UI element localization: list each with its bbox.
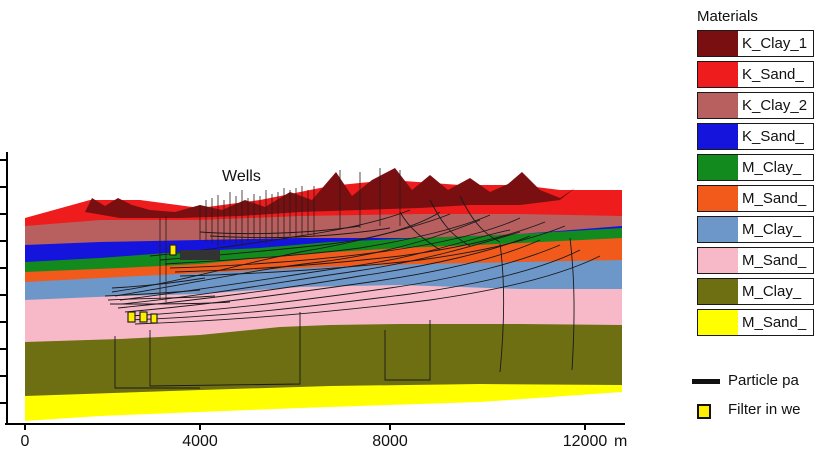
legend-label: K_Sand_: [742, 128, 804, 145]
legend-label: K_Clay_1: [742, 35, 808, 52]
legend-label: K_Clay_2: [742, 97, 808, 114]
legend-swatch: [698, 279, 738, 304]
legend-item-k-clay-1: K_Clay_1: [697, 30, 814, 57]
legend-label: M_Sand_: [742, 252, 807, 269]
layer-k-clay-1: [85, 168, 575, 218]
legend-item-k-clay-2: K_Clay_2: [697, 92, 814, 119]
layer-m-clay-bottom: [25, 322, 622, 396]
filter-key: [697, 404, 711, 419]
legend-swatch: [698, 310, 738, 335]
legend-swatch: [698, 186, 738, 211]
legend-item-m-sand-yellow: M_Sand_: [697, 309, 814, 336]
layer-m-clay-blue: [25, 258, 622, 300]
layer-stack: [25, 168, 622, 421]
x-tick-label: 8000: [372, 433, 408, 450]
x-axis-unit: m: [614, 433, 627, 450]
legend-item-m-sand-pink: M_Sand_: [697, 247, 814, 274]
legend-label: M_Sand_: [742, 190, 807, 207]
particle-path-key: [692, 379, 720, 384]
legend-label: K_Sand_: [742, 66, 804, 83]
legend-swatch: [698, 93, 738, 118]
particle-pathlines: [104, 195, 601, 389]
legend-swatch: [698, 248, 738, 273]
legend-title: Materials: [697, 8, 758, 25]
layer-m-sand-orange: [25, 236, 622, 282]
x-tick-label: 0: [21, 433, 30, 450]
materials-legend: K_Clay_1 K_Sand_ K_Clay_2 K_Sand_ M_Clay…: [697, 30, 814, 340]
layer-m-clay-green: [25, 226, 622, 272]
filter-label: Filter in we: [728, 401, 801, 418]
wells-label: Wells: [222, 168, 261, 185]
legend-swatch: [698, 31, 738, 56]
x-axis: 0 4000 8000 12000 m: [5, 423, 627, 450]
legend-label: M_Clay_: [742, 221, 802, 238]
legend-swatch: [698, 155, 738, 180]
legend-item-k-sand-blue: K_Sand_: [697, 123, 814, 150]
y-axis: [0, 152, 8, 424]
well-filters: [127, 244, 220, 324]
particle-path-label: Particle pa: [728, 372, 799, 389]
layer-k-sand-blue: [25, 224, 622, 262]
legend-label: M_Clay_: [742, 283, 802, 300]
legend-swatch: [698, 124, 738, 149]
well-casings: [159, 168, 401, 302]
legend-item-m-clay-green: M_Clay_: [697, 154, 814, 181]
legend-label: M_Sand_: [742, 314, 807, 331]
x-tick-label: 12000: [563, 433, 608, 450]
legend-item-m-clay-olive: M_Clay_: [697, 278, 814, 305]
legend-item-m-sand-orange: M_Sand_: [697, 185, 814, 212]
legend-item-k-sand-red: K_Sand_: [697, 61, 814, 88]
legend-swatch: [698, 62, 738, 87]
legend-label: M_Clay_: [742, 159, 802, 176]
legend-item-m-clay-blue: M_Clay_: [697, 216, 814, 243]
legend-swatch: [698, 217, 738, 242]
x-tick-label: 4000: [182, 433, 218, 450]
layer-k-clay-2: [25, 212, 622, 245]
